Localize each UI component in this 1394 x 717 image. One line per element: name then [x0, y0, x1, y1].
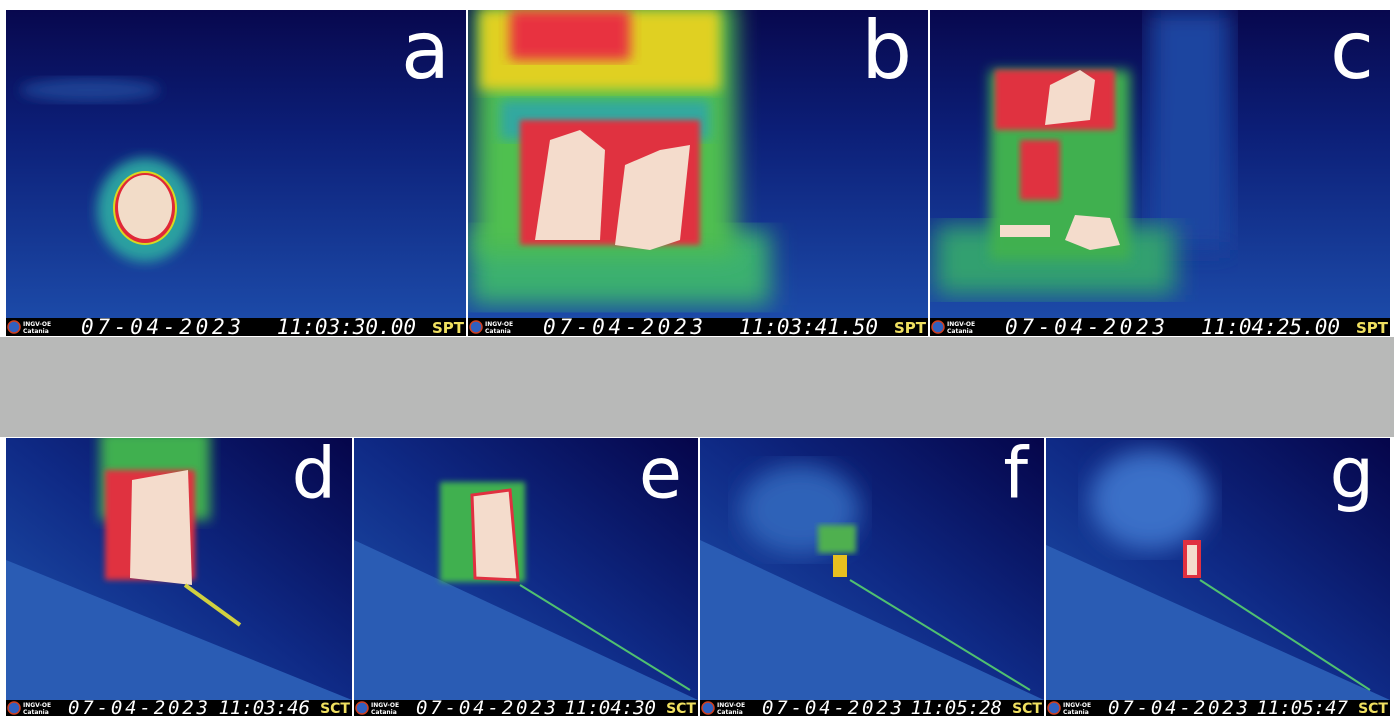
logo-text: INGV-OE — [23, 702, 51, 709]
station: SPT — [1356, 319, 1389, 337]
logo-text: Catania — [23, 709, 49, 716]
time: 11:04:25.00 — [1201, 315, 1340, 339]
logo-icon — [1048, 702, 1060, 714]
separator — [0, 337, 1394, 437]
logo-text: INGV-OE — [1063, 702, 1091, 709]
panel-label: g — [1330, 433, 1374, 515]
logo-icon — [8, 702, 20, 714]
time: 11:05:28 — [910, 697, 1002, 717]
thermal-image — [6, 10, 466, 318]
panel-label: b — [861, 4, 912, 97]
station: SCT — [666, 701, 696, 717]
logo-text: INGV-OE — [717, 702, 745, 709]
panel-label: d — [292, 433, 336, 515]
thermal-image — [468, 0, 928, 318]
thermal-image — [930, 10, 1390, 318]
logo-text: Catania — [947, 328, 973, 335]
logo-text: Catania — [1063, 709, 1089, 716]
station: SCT — [1358, 701, 1388, 717]
station: SPT — [432, 319, 465, 337]
logo-icon — [702, 702, 714, 714]
logo-icon — [8, 321, 20, 333]
logo-icon — [470, 321, 482, 333]
station: SCT — [1012, 701, 1042, 717]
logo-text: Catania — [371, 709, 397, 716]
figure: aINGV-OECatania07-04-202311:03:30.00SPTb… — [0, 0, 1394, 717]
panel-label: c — [1330, 4, 1374, 97]
station: SCT — [320, 701, 350, 717]
logo-text: INGV-OE — [371, 702, 399, 709]
logo-icon — [932, 321, 944, 333]
panel-label: a — [401, 4, 450, 97]
logo-text: INGV-OE — [947, 321, 975, 328]
panel-label: e — [639, 433, 682, 515]
thermal-image — [700, 438, 1044, 700]
logo-text: INGV-OE — [485, 321, 513, 328]
time: 11:03:30.00 — [277, 315, 416, 339]
time: 11:03:46 — [218, 697, 310, 717]
logo-text: Catania — [717, 709, 743, 716]
logo-text: Catania — [23, 328, 49, 335]
logo-icon — [356, 702, 368, 714]
station: SPT — [894, 319, 927, 337]
logo-text: Catania — [485, 328, 511, 335]
time: 11:04:30 — [564, 697, 656, 717]
time: 11:03:41.50 — [739, 315, 878, 339]
logo-text: INGV-OE — [23, 321, 51, 328]
time: 11:05:47 — [1256, 697, 1348, 717]
panel-label: f — [1003, 433, 1029, 515]
